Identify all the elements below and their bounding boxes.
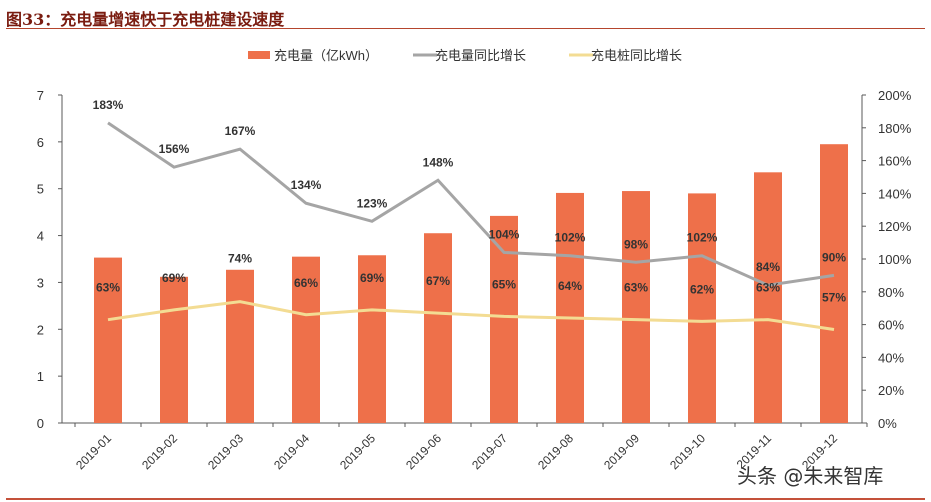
bar-2019-08 <box>556 192 584 423</box>
growth-charge-line-label: 123% <box>357 196 388 210</box>
growth-pile-line-label: 69% <box>162 271 186 285</box>
x-tick-label: 2019-08 <box>535 431 576 472</box>
y-right-tick-label: 0% <box>878 416 897 431</box>
x-tick-label: 2019-06 <box>403 431 444 472</box>
y-left-tick-label: 6 <box>37 135 44 150</box>
growth-charge-line-label: 134% <box>291 178 322 192</box>
growth-pile-line-label: 57% <box>822 291 846 305</box>
growth-charge-line <box>107 121 835 287</box>
y-left-tick-label: 1 <box>37 369 44 384</box>
x-tick-label: 2019-07 <box>469 431 510 472</box>
bar-2019-11 <box>754 172 782 423</box>
bar-2019-06 <box>424 233 452 423</box>
growth-charge-line-label: 102% <box>555 231 586 245</box>
growth-pile-line-label: 63% <box>756 281 780 295</box>
growth-pile-line-label: 74% <box>228 252 252 266</box>
bar-2019-04 <box>292 256 320 423</box>
growth-charge-line-label: 84% <box>756 260 780 274</box>
figure-title: 图33：充电量增速快于充电桩建设速度 <box>6 10 285 29</box>
legend-label: 充电桩同比增长 <box>591 48 682 63</box>
bar-2019-03 <box>226 269 254 423</box>
y-right-tick-label: 200% <box>878 88 912 103</box>
growth-charge-line-label: 98% <box>624 237 648 251</box>
growth-pile-line-label: 63% <box>624 281 648 295</box>
growth-pile-line-label: 64% <box>558 279 582 293</box>
bar-2019-10 <box>688 193 716 423</box>
growth-pile-line <box>107 300 835 332</box>
x-tick-label: 2019-09 <box>601 431 642 472</box>
growth-pile-line-label: 69% <box>360 271 384 285</box>
legend-label: 充电量同比增长 <box>435 48 526 63</box>
growth-pile-line-label: 62% <box>690 282 714 296</box>
growth-pile-line-label: 66% <box>294 276 318 290</box>
x-tick-label: 2019-03 <box>205 431 246 472</box>
y-right-tick-label: 20% <box>878 383 904 398</box>
growth-charge-line-label: 90% <box>822 250 846 264</box>
growth-charge-line-label: 102% <box>687 231 718 245</box>
y-right-tick-label: 40% <box>878 350 904 365</box>
x-tick-label: 2019-05 <box>337 431 378 472</box>
y-left-tick-label: 2 <box>37 322 44 337</box>
growth-charge-line-label: 183% <box>93 98 124 112</box>
legend-label: 充电量（亿kWh） <box>274 48 378 63</box>
y-left-tick-label: 7 <box>37 88 44 103</box>
y-right-tick-label: 120% <box>878 219 912 234</box>
growth-pile-line-label: 65% <box>492 277 516 291</box>
x-tick-label: 2019-01 <box>73 431 114 472</box>
growth-charge-line-label: 167% <box>225 124 256 138</box>
bar-2019-05 <box>358 255 386 423</box>
y-right-tick-label: 80% <box>878 285 904 300</box>
y-right-tick-label: 100% <box>878 252 912 267</box>
y-right-tick-label: 60% <box>878 318 904 333</box>
growth-charge-line-label: 148% <box>423 155 454 169</box>
y-right-tick-label: 140% <box>878 186 912 201</box>
y-left-tick-label: 3 <box>37 275 44 290</box>
title-divider <box>6 28 925 29</box>
growth-pile-line-label: 67% <box>426 274 450 288</box>
y-left-tick-label: 5 <box>37 182 44 197</box>
x-tick-label: 2019-10 <box>667 431 708 472</box>
y-left-tick-label: 0 <box>37 416 44 431</box>
bar-2019-12 <box>820 144 848 423</box>
bar-2019-02 <box>160 276 188 423</box>
bottom-divider <box>6 498 925 500</box>
watermark: 头条 @未来智库 <box>737 464 884 488</box>
y-right-tick-label: 160% <box>878 154 912 169</box>
bar-2019-07 <box>490 215 518 423</box>
y-left-tick-label: 4 <box>37 229 44 244</box>
y-right-tick-label: 180% <box>878 121 912 136</box>
bar-2019-01 <box>94 257 122 423</box>
growth-charge-line-label: 156% <box>159 142 190 156</box>
x-tick-label: 2019-02 <box>139 431 180 472</box>
growth-pile-line-label: 63% <box>96 281 120 295</box>
bar-2019-09 <box>622 191 650 423</box>
growth-charge-line-label: 104% <box>489 227 520 241</box>
x-tick-label: 2019-04 <box>271 431 312 472</box>
legend-swatch-bar <box>248 51 270 59</box>
